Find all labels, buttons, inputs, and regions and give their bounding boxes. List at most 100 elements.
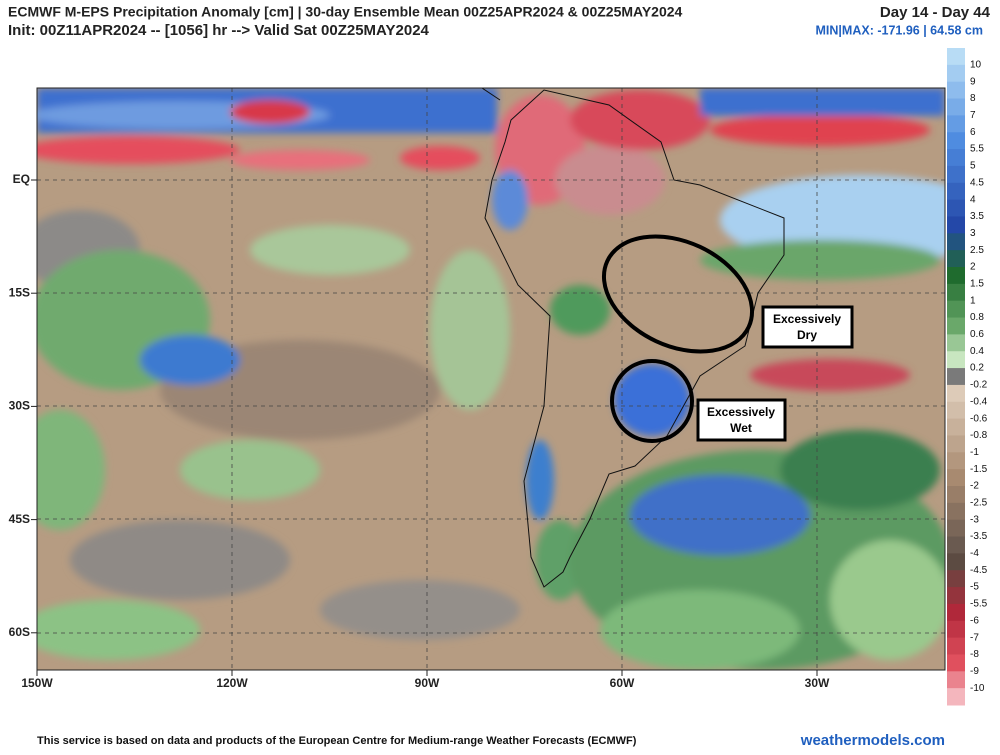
colorbar-label: -5.5 (970, 599, 988, 610)
colorbar-swatch (947, 654, 965, 672)
colorbar-label: 1 (970, 295, 976, 306)
colorbar-label: 10 (970, 59, 982, 70)
colorbar-swatch (947, 115, 965, 133)
colorbar-label: -2 (970, 481, 979, 492)
colorbar-swatch (947, 452, 965, 470)
colorbar-label: 1.5 (970, 278, 984, 289)
colorbar-label: -1 (970, 447, 979, 458)
colorbar-label: 5 (970, 161, 976, 172)
lat-label: EQ (13, 172, 30, 186)
colorbar-label: 0.2 (970, 363, 984, 374)
disclaimer: This service is based on data and produc… (37, 735, 637, 747)
min-max: MIN|MAX: -171.96 | 64.58 cm (816, 23, 983, 37)
title: ECMWF M-EPS Precipitation Anomaly [cm] |… (8, 4, 683, 20)
colorbar-swatch (947, 553, 965, 571)
colorbar-swatch (947, 216, 965, 234)
colorbar-label: -0.6 (970, 413, 988, 424)
colorbar-swatch (947, 637, 965, 655)
colorbar-label: 4 (970, 194, 976, 205)
colorbar-swatch (947, 435, 965, 453)
dry-circle (601, 234, 755, 354)
subtitle: Init: 00Z11APR2024 -- [1056] hr --> Vali… (8, 22, 430, 39)
colorbar-label: 2 (970, 262, 976, 273)
colorbar-label: 2.5 (970, 245, 984, 256)
colorbar-label: -7 (970, 632, 979, 643)
colorbar: 10 9 8 7 6 5.5 5 4.5 4 3.5 3 2.5 2 1.5 1 0.8 0.6 0.4 0.2 -0… (947, 48, 988, 706)
annotation: Dry (797, 328, 817, 342)
colorbar-swatch (947, 486, 965, 504)
colorbar-swatch (947, 671, 965, 689)
annotation: Excessively (773, 312, 841, 326)
coastline (484, 89, 785, 588)
colorbar-swatch (947, 620, 965, 639)
map-field: Excessively Dry Excessively Wet (37, 88, 945, 670)
colorbar-swatch (947, 64, 965, 83)
colorbar-swatch (947, 267, 965, 285)
colorbar-label: -8 (970, 649, 979, 660)
colorbar-label: 4.5 (970, 177, 984, 188)
colorbar-swatch (947, 334, 965, 352)
coastline (481, 88, 501, 101)
lat-label: 15S (9, 285, 30, 299)
annotation: Excessively (707, 405, 775, 419)
colorbar-label: -0.8 (970, 430, 988, 441)
colorbar-swatch (947, 48, 965, 66)
annotation: Wet (730, 421, 752, 435)
site: weathermodels.com (800, 732, 945, 749)
map-frame (36, 87, 946, 671)
day-range: Day 14 - Day 44 (880, 4, 991, 21)
anomaly-field (37, 88, 945, 670)
colorbar-swatch (947, 351, 965, 369)
colorbar-swatch (947, 182, 965, 201)
colorbar-label: 0.8 (970, 312, 984, 323)
colorbar-swatch (947, 98, 965, 116)
lat-label: 30S (9, 399, 30, 413)
lat-label: 60S (9, 625, 30, 639)
colorbar-swatch (947, 165, 965, 184)
colorbar-label: -5 (970, 582, 979, 593)
lon-label: 150W (21, 676, 53, 690)
colorbar-label: -3 (970, 514, 979, 525)
colorbar-swatch (947, 317, 965, 335)
colorbar-label: -9 (970, 666, 979, 677)
lon-label: 90W (415, 676, 440, 690)
colorbar-swatch (947, 502, 965, 521)
annotation-box (696, 398, 787, 442)
colorbar-label: 9 (970, 76, 976, 87)
colorbar-swatch (947, 587, 965, 605)
colorbar-swatch (947, 368, 965, 386)
colorbar-swatch (947, 81, 965, 100)
colorbar-label: 6 (970, 127, 976, 138)
colorbar-label: 0.6 (970, 329, 984, 340)
colorbar-label: -0.4 (970, 396, 988, 407)
colorbar-label: -4.5 (970, 565, 988, 576)
lon-label: 60W (610, 676, 635, 690)
annotation-box (761, 305, 854, 349)
colorbar-label: -2.5 (970, 497, 988, 508)
colorbar-label: -6 (970, 615, 979, 626)
colorbar-label: -1.5 (970, 464, 988, 475)
colorbar-label: 8 (970, 93, 976, 104)
colorbar-swatch (947, 570, 965, 588)
colorbar-swatch (947, 283, 965, 302)
colorbar-swatch (947, 401, 965, 420)
colorbar-label: -0.2 (970, 380, 988, 391)
colorbar-swatch (947, 469, 965, 487)
graticule (37, 88, 945, 670)
colorbar-swatch (947, 250, 965, 268)
colorbar-swatch (947, 519, 965, 538)
colorbar-label: 3.5 (970, 211, 984, 222)
colorbar-swatch (947, 418, 965, 436)
colorbar-label: 7 (970, 110, 976, 121)
colorbar-label: -10 (970, 683, 985, 694)
colorbar-swatch (947, 233, 965, 251)
map-axes: EQ 15S 30S 45S 60S 150W 120W 90W 60W 30W (9, 172, 830, 690)
colorbar-label: -4 (970, 548, 979, 559)
colorbar-swatch (947, 132, 965, 150)
lon-label: 30W (805, 676, 830, 690)
colorbar-label: 3 (970, 228, 976, 239)
colorbar-swatch (947, 384, 965, 403)
lat-label: 45S (9, 512, 30, 526)
